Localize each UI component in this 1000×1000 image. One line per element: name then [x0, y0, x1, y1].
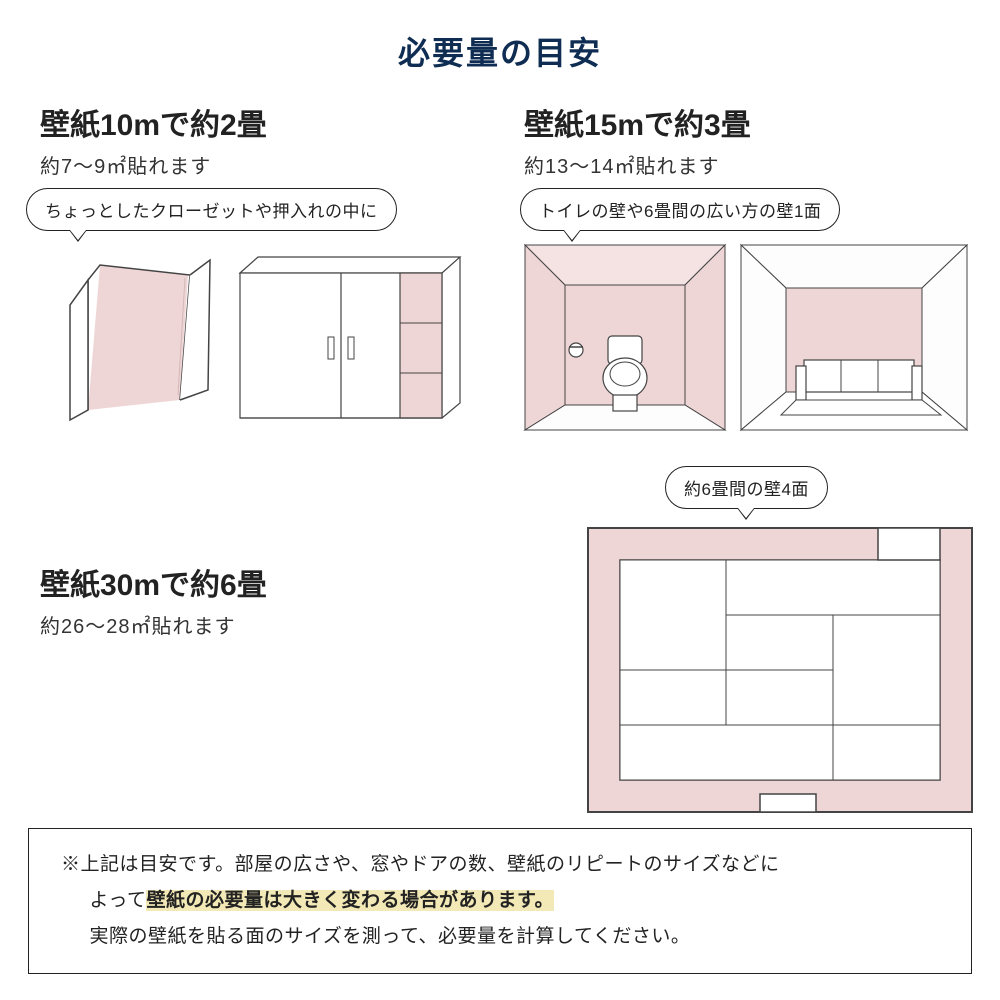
subtext-15m: 約13〜14㎡貼れます — [524, 150, 984, 179]
section-15m: 壁紙15mで約3畳 約13〜14㎡貼れます — [524, 100, 984, 179]
note-line2-pre: よって — [90, 890, 147, 911]
floor-plan-icon — [580, 520, 980, 820]
note-box: ※上記は目安です。部屋の広さや、窓やドアの数、壁紙のリピートのサイズなどに よっ… — [28, 828, 972, 974]
subtext-10m: 約7〜9㎡貼れます — [40, 150, 500, 179]
bubble-30m-wrap: 約6畳間の壁4面 — [665, 466, 828, 509]
room-one-wall-icon — [736, 240, 972, 435]
note-line2: よって壁紙の必要量は大きく変わる場合があります。 — [61, 883, 939, 919]
section-30m: 壁紙30mで約6畳 約26〜28㎡貼れます — [40, 560, 500, 639]
page-title: 必要量の目安 — [0, 0, 1000, 74]
heading-10m: 壁紙10mで約2畳 — [40, 100, 500, 144]
closet-icon — [30, 240, 230, 430]
bubble-30m: 約6畳間の壁4面 — [665, 466, 828, 509]
toilet-room-icon — [520, 240, 730, 435]
note-line1: ※上記は目安です。部屋の広さや、窓やドアの数、壁紙のリピートのサイズなどに — [61, 854, 779, 875]
subtext-30m: 約26〜28㎡貼れます — [40, 610, 500, 639]
bubble-10m: ちょっとしたクローゼットや押入れの中に — [26, 188, 397, 231]
note-highlight: 壁紙の必要量は大きく変わる場合があります。 — [146, 890, 554, 911]
bubble-15m: トイレの壁や6畳間の広い方の壁1面 — [520, 188, 840, 231]
section-10m: 壁紙10mで約2畳 約7〜9㎡貼れます — [40, 100, 500, 179]
heading-15m: 壁紙15mで約3畳 — [524, 100, 984, 144]
note-line3: 実際の壁紙を貼る面のサイズを測って、必要量を計算してください。 — [61, 919, 939, 955]
sliding-door-icon — [230, 245, 470, 430]
bubble-15m-wrap: トイレの壁や6畳間の広い方の壁1面 — [520, 188, 840, 231]
bubble-10m-wrap: ちょっとしたクローゼットや押入れの中に — [26, 188, 397, 231]
heading-30m: 壁紙30mで約6畳 — [40, 560, 500, 604]
